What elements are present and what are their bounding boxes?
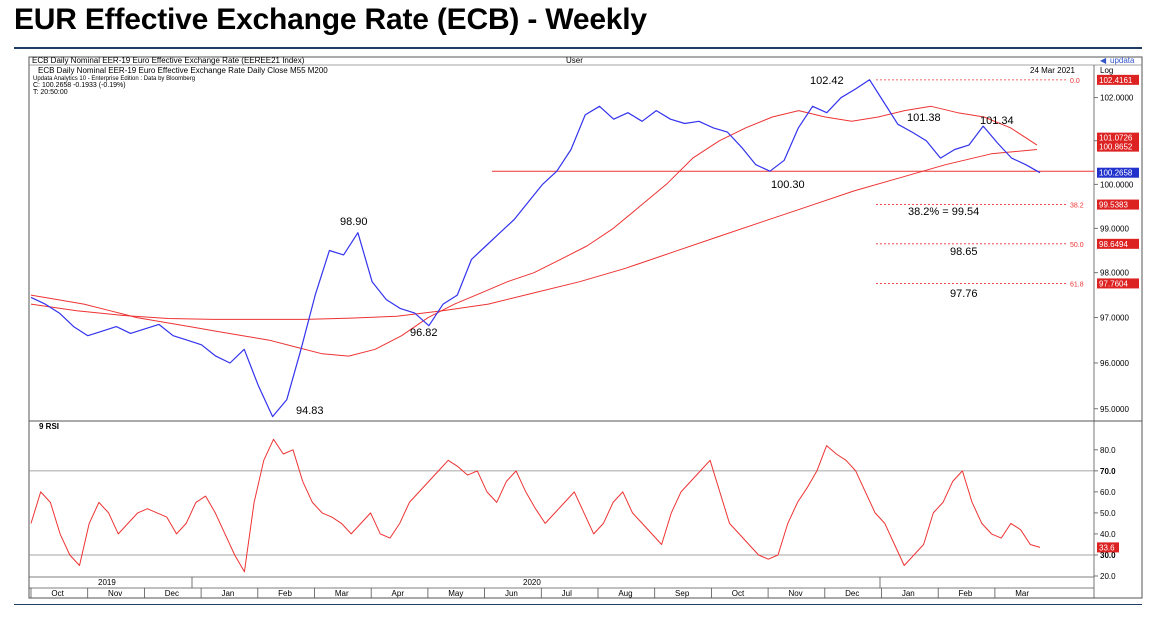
rsi-label: 9 RSI — [39, 422, 59, 431]
rsi-tick-label: 80.0 — [1100, 446, 1116, 455]
fib-badge — [1097, 199, 1139, 210]
rsi-grid: 80.0 70.0 60.0 50.0 40.0 30.0 20.0 — [29, 446, 1116, 581]
price-line — [30, 79, 1041, 418]
fib-level-label: 0.0 — [1070, 78, 1080, 85]
source-line: Updata Analytics 10 - Enterprise Edition… — [33, 76, 195, 82]
month-label: Oct — [732, 589, 745, 598]
rsi-badge-text: 33.6 — [1099, 543, 1115, 552]
fib-badge-text: 97.7604 — [1099, 279, 1128, 288]
fib-level-label: 50.0 — [1070, 242, 1084, 249]
value-badge-text: 101.0726 — [1099, 134, 1133, 143]
annotation-label: 38.2% = 99.54 — [908, 206, 979, 218]
annotation-label: 100.30 — [771, 179, 805, 191]
chart-frame — [28, 56, 1143, 599]
m55-line — [30, 105, 1038, 357]
rsi-tick-label: 50.0 — [1100, 509, 1116, 518]
value-badge-text: 100.8652 — [1099, 143, 1133, 152]
month-label: Feb — [959, 589, 973, 598]
time-line: T: 20:50:00 — [33, 89, 68, 96]
fib-badge — [1097, 238, 1139, 249]
month-label: Dec — [845, 589, 859, 598]
page-title: EUR Effective Exchange Rate (ECB) - Week… — [14, 3, 647, 36]
close-line: C: 100.2658 -0.1933 (-0.19%) — [33, 82, 126, 89]
fib-badge — [1097, 278, 1139, 289]
fib-level-label: 38.2 — [1070, 203, 1084, 210]
month-label: Dec — [165, 589, 179, 598]
month-label: Jul — [562, 589, 572, 598]
fib-badge — [1097, 74, 1139, 85]
year-label: 2020 — [523, 578, 541, 587]
title-rule — [14, 47, 1142, 49]
month-label: Aug — [618, 589, 632, 598]
sub-header: ECB Daily Nominal EER-19 Euro Effective … — [38, 66, 328, 75]
rsi-badge — [1097, 542, 1119, 553]
month-label: Nov — [788, 589, 802, 598]
month-label: Mar — [1015, 589, 1029, 598]
month-label: Nov — [108, 589, 122, 598]
value-badge — [1097, 167, 1139, 178]
header-mid: User — [566, 56, 583, 65]
annotation-label: 102.42 — [810, 75, 844, 87]
month-label: Mar — [335, 589, 349, 598]
annotation-label: 97.76 — [950, 288, 978, 300]
fib-level-label: 61.8 — [1070, 281, 1084, 288]
month-label: Jan — [221, 589, 234, 598]
year-label: 2019 — [98, 578, 116, 587]
rsi-tick-label: 30.0 — [1100, 551, 1116, 560]
month-label: Jun — [505, 589, 518, 598]
updata-link[interactable]: updata — [1110, 56, 1135, 65]
value-badge-text: 100.2658 — [1099, 169, 1133, 178]
rsi-tick-label: 60.0 — [1100, 488, 1116, 497]
fib-badge-text: 98.6494 — [1099, 240, 1128, 249]
y-tick-label: 96.0000 — [1100, 359, 1129, 368]
y-tick-label: 99.0000 — [1100, 224, 1129, 233]
rsi-tick-label: 20.0 — [1100, 572, 1116, 581]
annotation-label: 98.90 — [340, 216, 368, 228]
y-tick-label: 95.0000 — [1100, 405, 1129, 414]
fib-badge-text: 102.4161 — [1099, 76, 1133, 85]
annotation-label: 96.82 — [410, 327, 438, 339]
y-tick-label: 98.0000 — [1100, 269, 1129, 278]
m200-line — [30, 149, 1038, 320]
fib-badge-text: 99.5383 — [1099, 201, 1128, 210]
month-label: Apr — [392, 589, 405, 598]
chart-date: 24 Mar 2021 — [1030, 66, 1075, 75]
fibonacci-levels: 0.0 102.4161 38.2 99.5383 50.0 98.6494 61.8 97.… — [492, 74, 1139, 289]
y-tick-label: 97.0000 — [1100, 314, 1129, 323]
annotation-label: 98.65 — [950, 246, 978, 258]
month-label: Jan — [902, 589, 915, 598]
scale-label: Log — [1100, 66, 1113, 75]
rsi-tick-label: 70.0 — [1100, 467, 1116, 476]
bottom-rule — [14, 604, 1142, 605]
value-badge — [1097, 141, 1139, 152]
value-badge — [1097, 132, 1139, 143]
annotation-label: 94.83 — [296, 405, 324, 417]
rsi-line — [30, 438, 1041, 573]
month-label: Sep — [675, 589, 690, 598]
annotations-group: 102.42 101.38 101.34 100.30 98.90 96.82 94.83 3… — [296, 75, 1014, 417]
axis-group: 2019 2020 Oct Nov Dec Jan Feb Mar Apr May Jun Jul Au… — [30, 577, 1029, 598]
month-label: Oct — [51, 589, 64, 598]
rsi-tick-label: 40.0 — [1100, 530, 1116, 539]
month-label: May — [448, 589, 463, 598]
annotation-label: 101.34 — [980, 115, 1014, 127]
y-tick-label: 100.0000 — [1100, 180, 1134, 189]
annotation-label: 101.38 — [907, 112, 941, 124]
header-arrow-icon: ◀ — [1100, 56, 1107, 65]
header-left: ECB Daily Nominal EER-19 Euro Effective … — [32, 56, 305, 65]
month-label: Feb — [278, 589, 292, 598]
y-tick-label: 102.0000 — [1100, 94, 1134, 103]
